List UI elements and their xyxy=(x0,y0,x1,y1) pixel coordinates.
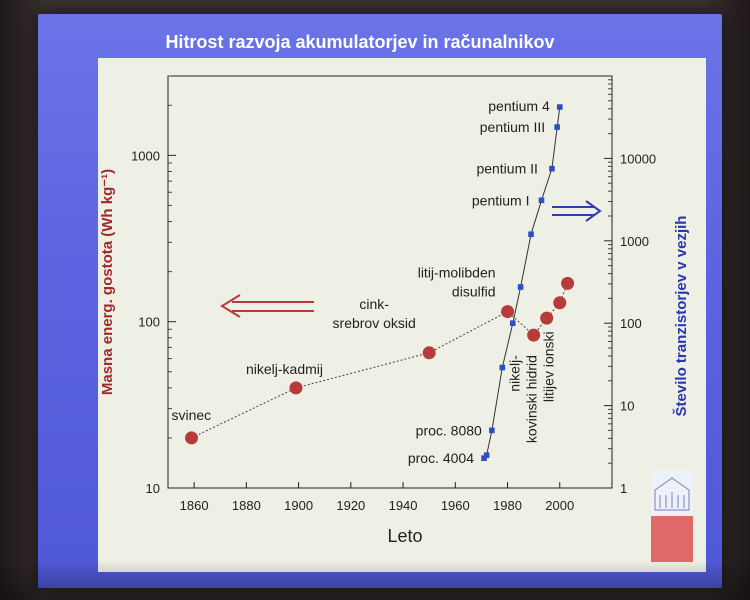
x-axis-label: Leto xyxy=(387,526,422,546)
right-y-tick-label: 10 xyxy=(620,399,634,414)
point-label: pentium 4 xyxy=(488,98,550,114)
transistor-point xyxy=(499,364,506,371)
left-axis-label: Masna energ. gostota (Wh kg⁻¹) xyxy=(99,169,116,395)
point-label: nikelj-kadmij xyxy=(246,361,323,377)
slide-title: Hitrost razvoja akumulatorjev in računal… xyxy=(165,32,554,52)
battery-point xyxy=(540,311,554,325)
point-label: litij-molibden disulfid xyxy=(418,265,496,300)
point-label: pentium I xyxy=(472,192,530,208)
x-tick-label: 1960 xyxy=(441,498,470,513)
double-arrow-right-icon xyxy=(552,200,602,222)
plot-background xyxy=(98,58,706,572)
x-tick-label: 1940 xyxy=(389,498,418,513)
battery-point xyxy=(289,381,303,395)
double-arrow-left-icon xyxy=(220,294,314,318)
right-y-tick-label: 10000 xyxy=(620,151,656,166)
transistor-point xyxy=(509,320,516,326)
room-shadow xyxy=(0,560,750,600)
point-label: cink-srebrov oksid xyxy=(333,296,416,331)
left-y-tick-label: 10 xyxy=(146,481,160,496)
point-label: litijev ionski xyxy=(541,331,557,402)
transistor-point xyxy=(528,231,534,238)
point-label: pentium II xyxy=(476,161,537,177)
battery-point xyxy=(561,276,575,290)
battery-point xyxy=(185,431,199,445)
transistor-point xyxy=(481,455,487,461)
battery-point xyxy=(501,305,515,319)
x-tick-label: 1980 xyxy=(493,498,522,513)
transistor-point xyxy=(489,427,495,434)
right-y-tick-label: 100 xyxy=(620,316,642,331)
point-label: svinec xyxy=(172,407,212,423)
transistor-point xyxy=(538,197,545,204)
transistor-point xyxy=(517,284,524,290)
point-label: pentium III xyxy=(480,119,545,135)
university-building-icon xyxy=(651,470,693,562)
point-label: proc. 4004 xyxy=(408,450,474,466)
point-label: nikelj-kovinski hidrid xyxy=(507,355,540,443)
battery-point xyxy=(422,346,436,360)
x-tick-label: 1880 xyxy=(232,498,261,513)
x-tick-label: 1920 xyxy=(336,498,365,513)
transistor-point xyxy=(554,124,560,130)
transistor-point xyxy=(556,104,563,110)
x-tick-label: 2000 xyxy=(545,498,574,513)
transistor-point xyxy=(483,452,490,459)
battery-point xyxy=(553,296,567,310)
plot-area-frame xyxy=(167,75,613,489)
battery-point xyxy=(527,328,541,342)
x-tick-label: 1900 xyxy=(284,498,313,513)
left-y-tick-label: 100 xyxy=(138,315,160,330)
transistor-point xyxy=(549,165,555,172)
left-y-tick-label: 1000 xyxy=(131,148,160,163)
right-y-tick-label: 1 xyxy=(620,481,627,496)
right-axis-label: Število tranzistorjev v vezjih xyxy=(672,216,690,417)
right-y-tick-label: 1000 xyxy=(620,234,649,249)
x-tick-label: 1860 xyxy=(180,498,209,513)
point-label: proc. 8080 xyxy=(416,422,482,438)
